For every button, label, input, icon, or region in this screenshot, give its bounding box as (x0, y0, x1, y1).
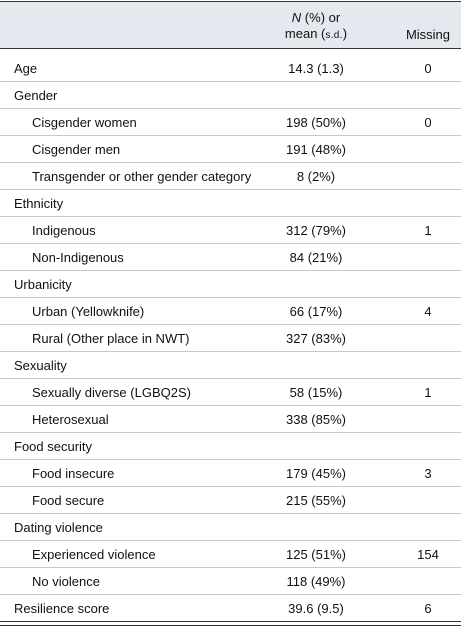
bottom-rule (0, 625, 461, 626)
table-body: Age 14.3 (1.3) 0 Gender Cisgender women 198 (… (0, 55, 461, 622)
header-value-line2: mean (s.d.) (262, 26, 370, 44)
row-value: 84 (21%) (289, 250, 343, 265)
row-label: Resilience score (14, 601, 110, 616)
table-row: Resilience score 39.6 (9.5) 6 (0, 595, 461, 622)
table-row: No violence 118 (49%) (0, 568, 461, 595)
header-value-line1: N (%) or (262, 10, 370, 26)
row-label: Sexuality (14, 358, 67, 373)
header-mean: mean ( (284, 26, 326, 41)
row-value: 39.6 (9.5) (288, 601, 344, 616)
table-row: Cisgender women 198 (50%) 0 (0, 109, 461, 136)
row-label: Urbanicity (14, 277, 72, 292)
row-value: 312 (79%) (286, 223, 346, 238)
header-missing: Missing (405, 27, 451, 42)
table-row: Indigenous 312 (79%) 1 (0, 217, 461, 244)
table-row: Urbanicity (0, 271, 461, 298)
table-row: Heterosexual 338 (85%) (0, 406, 461, 433)
table-row: Food security (0, 433, 461, 460)
table-row: Sexuality (0, 352, 461, 379)
row-label: Gender (14, 88, 58, 103)
row-missing: 3 (424, 466, 432, 481)
row-value: 215 (55%) (286, 493, 346, 508)
table-row: Gender (0, 82, 461, 109)
row-value: 66 (17%) (289, 304, 343, 319)
row-value: 125 (51%) (286, 547, 346, 562)
table-row: Food secure 215 (55%) (0, 487, 461, 514)
row-missing: 1 (424, 223, 432, 238)
row-missing: 0 (424, 115, 432, 130)
table-row: Ethnicity (0, 190, 461, 217)
header-paren: ) (342, 26, 348, 41)
header-n: N (291, 10, 302, 25)
row-value: 118 (49%) (286, 574, 346, 589)
header-percent-or: (%) or (301, 10, 341, 25)
table-row: Cisgender men 191 (48%) (0, 136, 461, 163)
table-row: Experienced violence 125 (51%) 154 (0, 541, 461, 568)
table-row: Transgender or other gender category 8 (2… (0, 163, 461, 190)
row-label: Indigenous (32, 223, 96, 238)
table-row: Food insecure 179 (45%) 3 (0, 460, 461, 487)
row-label: No violence (32, 574, 100, 589)
table-row: Age 14.3 (1.3) 0 (0, 55, 461, 82)
table-row: Rural (Other place in NWT) 327 (83%) (0, 325, 461, 352)
row-label: Transgender or other gender category (32, 169, 252, 184)
row-label: Experienced violence (32, 547, 156, 562)
table-row: Urban (Yellowknife) 66 (17%) 4 (0, 298, 461, 325)
row-missing: 4 (424, 304, 432, 319)
row-label: Ethnicity (14, 196, 64, 211)
row-label: Non-Indigenous (32, 250, 124, 265)
row-label: Rural (Other place in NWT) (32, 331, 190, 346)
row-label: Sexually diverse (LGBQ2S) (32, 385, 191, 400)
table-row: Non-Indigenous 84 (21%) (0, 244, 461, 271)
row-value: 58 (15%) (289, 385, 343, 400)
row-label: Food insecure (32, 466, 115, 481)
row-value: 8 (2%) (296, 169, 336, 184)
row-label: Cisgender women (32, 115, 137, 130)
row-missing: 154 (417, 547, 439, 562)
row-value: 179 (45%) (286, 466, 346, 481)
header-sd: s.d. (325, 30, 343, 41)
row-missing: 6 (424, 601, 432, 616)
row-value: 338 (85%) (286, 412, 346, 427)
row-value: 191 (48%) (286, 142, 346, 157)
row-label: Dating violence (14, 520, 103, 535)
table-header: N (%) or mean (s.d.) Missing (0, 2, 461, 49)
row-label: Urban (Yellowknife) (32, 304, 145, 319)
row-label: Heterosexual (32, 412, 109, 427)
row-label: Food secure (32, 493, 105, 508)
table-row: Dating violence (0, 514, 461, 541)
row-missing: 0 (424, 61, 432, 76)
row-label: Food security (14, 439, 93, 454)
row-value: 198 (50%) (286, 115, 346, 130)
header-value: N (%) or mean (s.d.) (262, 10, 370, 44)
top-rule (0, 1, 461, 2)
table-row: Sexually diverse (LGBQ2S) 58 (15%) 1 (0, 379, 461, 406)
row-label: Age (14, 61, 38, 76)
row-value: 327 (83%) (286, 331, 346, 346)
row-label: Cisgender men (32, 142, 121, 157)
row-value: 14.3 (1.3) (288, 61, 344, 76)
row-missing: 1 (424, 385, 432, 400)
